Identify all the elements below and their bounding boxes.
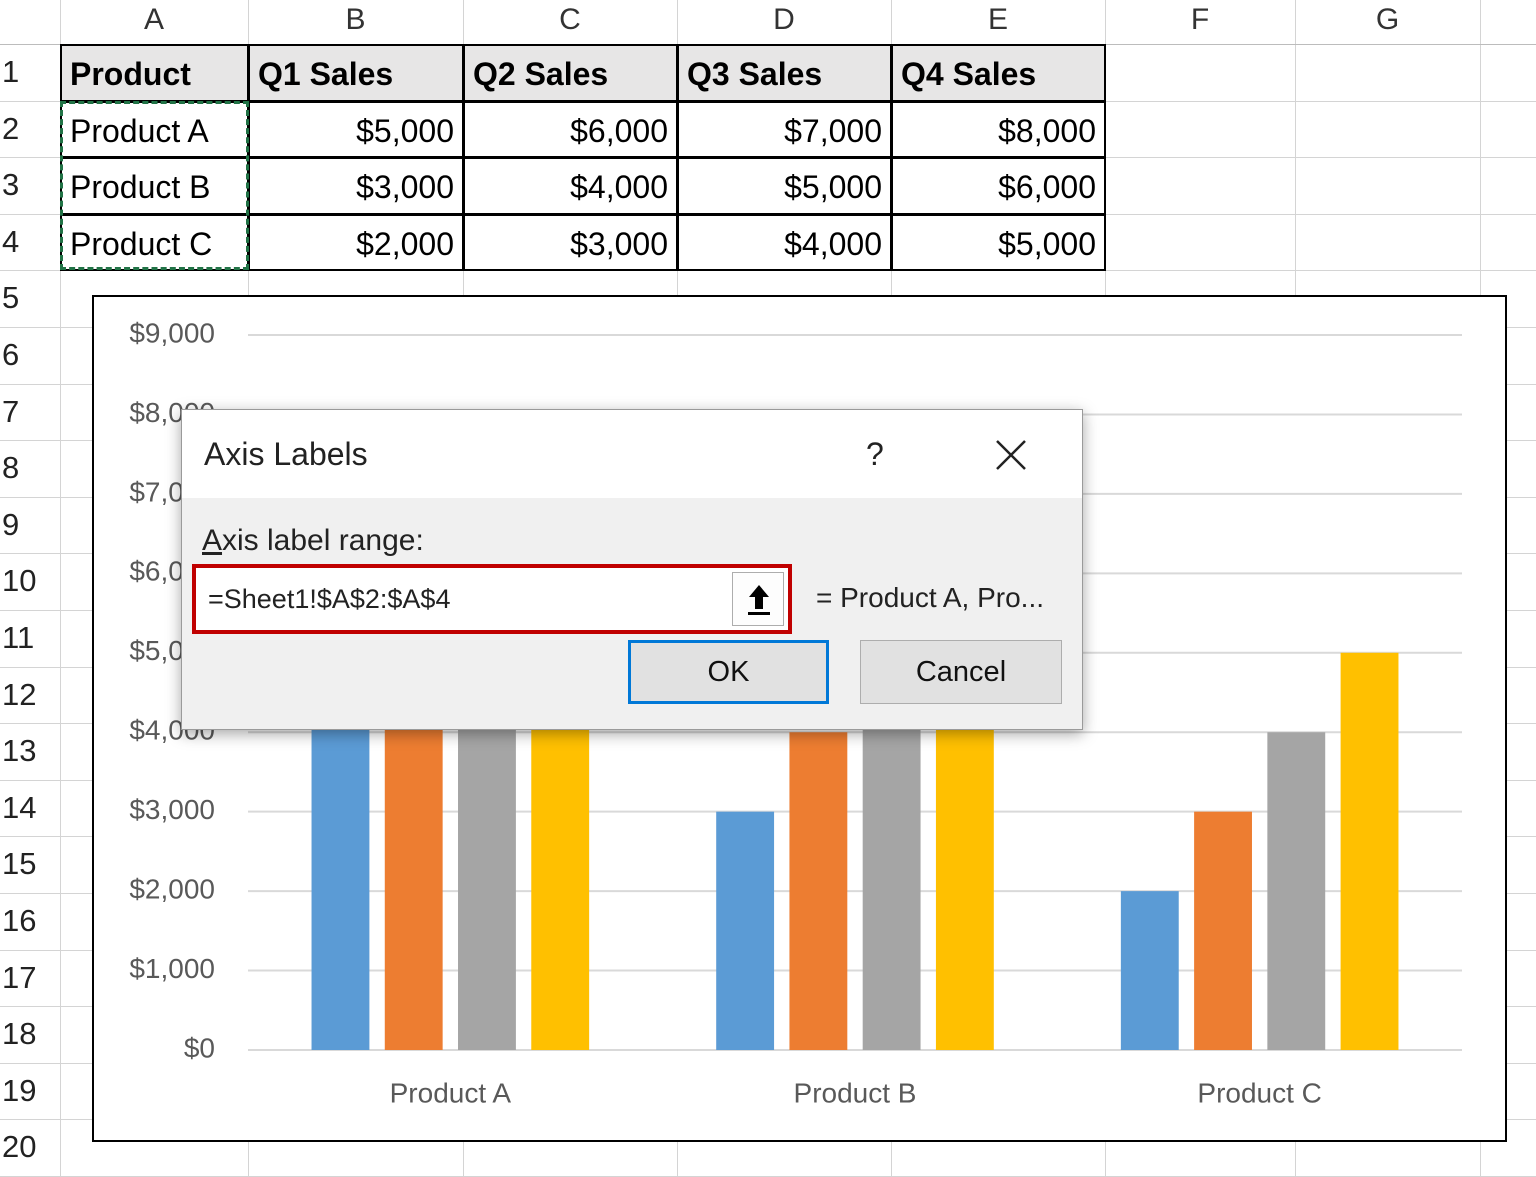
y-tick-label: $3,000 [129, 794, 215, 825]
column-header[interactable]: B [345, 3, 366, 36]
cell[interactable]: $5,000 [248, 100, 464, 159]
axis-labels-dialog: Axis Labels ? Axis label range: =Sheet1!… [181, 409, 1083, 730]
row-header[interactable]: 6 [2, 337, 20, 372]
column-header[interactable]: D [773, 3, 795, 36]
column-header[interactable]: G [1375, 3, 1400, 36]
bar [1120, 891, 1179, 1050]
row-header[interactable]: 8 [2, 450, 20, 486]
dialog-title-bar [182, 410, 1082, 498]
cell[interactable]: $5,000 [891, 213, 1106, 272]
row-header[interactable]: 16 [2, 903, 37, 938]
row-header[interactable]: 3 [2, 167, 20, 203]
bar [789, 732, 848, 1050]
row-header[interactable]: 4 [2, 223, 20, 259]
column-header[interactable]: C [559, 3, 581, 36]
collapse-dialog-button[interactable] [732, 572, 784, 626]
cell[interactable]: Product B [60, 157, 249, 215]
row-header[interactable]: 14 [2, 789, 37, 825]
close-button[interactable] [994, 438, 1028, 472]
bar [716, 811, 775, 1050]
cell[interactable]: $8,000 [891, 100, 1106, 159]
column-header[interactable]: F [1190, 3, 1210, 36]
row-header[interactable]: 11 [2, 620, 35, 655]
cell[interactable]: $6,000 [891, 157, 1106, 215]
x-tick-label: Product B [794, 1077, 917, 1108]
range-preview: = Product A, Pro... [816, 582, 1045, 613]
bar [1267, 732, 1326, 1050]
bar [1194, 811, 1252, 1050]
y-tick-label: $1,000 [129, 953, 215, 984]
cancel-button[interactable]: Cancel [860, 640, 1062, 704]
row-header[interactable]: 19 [2, 1072, 37, 1108]
range-input[interactable]: =Sheet1!$A$2:$A$4 [208, 584, 451, 614]
cell[interactable]: Q1 Sales [248, 44, 464, 102]
cell[interactable]: Q4 Sales [891, 44, 1106, 102]
cell[interactable]: $2,000 [248, 213, 464, 272]
field-label: Axis label range: [202, 524, 424, 557]
row-header[interactable]: 17 [2, 959, 37, 995]
row-header[interactable]: 5 [2, 280, 20, 316]
x-tick-label: Product C [1197, 1077, 1322, 1108]
help-button[interactable]: ? [866, 436, 884, 472]
row-header[interactable]: 15 [2, 846, 37, 882]
row-header[interactable]: 7 [2, 393, 20, 429]
x-tick-label: Product A [390, 1077, 512, 1108]
dialog-title: Axis Labels [204, 436, 368, 472]
y-tick-label: $0 [184, 1032, 215, 1063]
row-header[interactable]: 10 [2, 563, 37, 599]
column-header[interactable]: A [143, 3, 164, 36]
bar [1340, 652, 1399, 1050]
cell[interactable]: $4,000 [463, 157, 678, 215]
y-tick-label: $9,000 [129, 317, 215, 348]
cell[interactable]: Product [60, 44, 249, 102]
row-header[interactable]: 2 [2, 110, 20, 146]
row-header[interactable]: 12 [2, 676, 37, 712]
row-header[interactable]: 18 [2, 1016, 37, 1052]
cell[interactable]: Product C [60, 213, 249, 272]
ok-button[interactable]: OK [628, 640, 829, 704]
column-header[interactable]: E [987, 3, 1008, 36]
column-gridline [60, 0, 61, 1176]
row-header[interactable]: 20 [2, 1129, 37, 1165]
y-tick-label: $2,000 [129, 874, 215, 905]
cell[interactable]: $3,000 [248, 157, 464, 215]
row-header[interactable]: 13 [2, 733, 37, 769]
range-input-highlight: =Sheet1!$A$2:$A$4 [192, 564, 792, 634]
cell[interactable]: Product A [60, 100, 249, 159]
cell[interactable]: $6,000 [463, 100, 678, 159]
copy-marquee [60, 100, 249, 271]
cell[interactable]: $5,000 [677, 157, 892, 215]
row-header[interactable]: 9 [2, 506, 20, 542]
row-header[interactable]: 1 [2, 54, 20, 89]
